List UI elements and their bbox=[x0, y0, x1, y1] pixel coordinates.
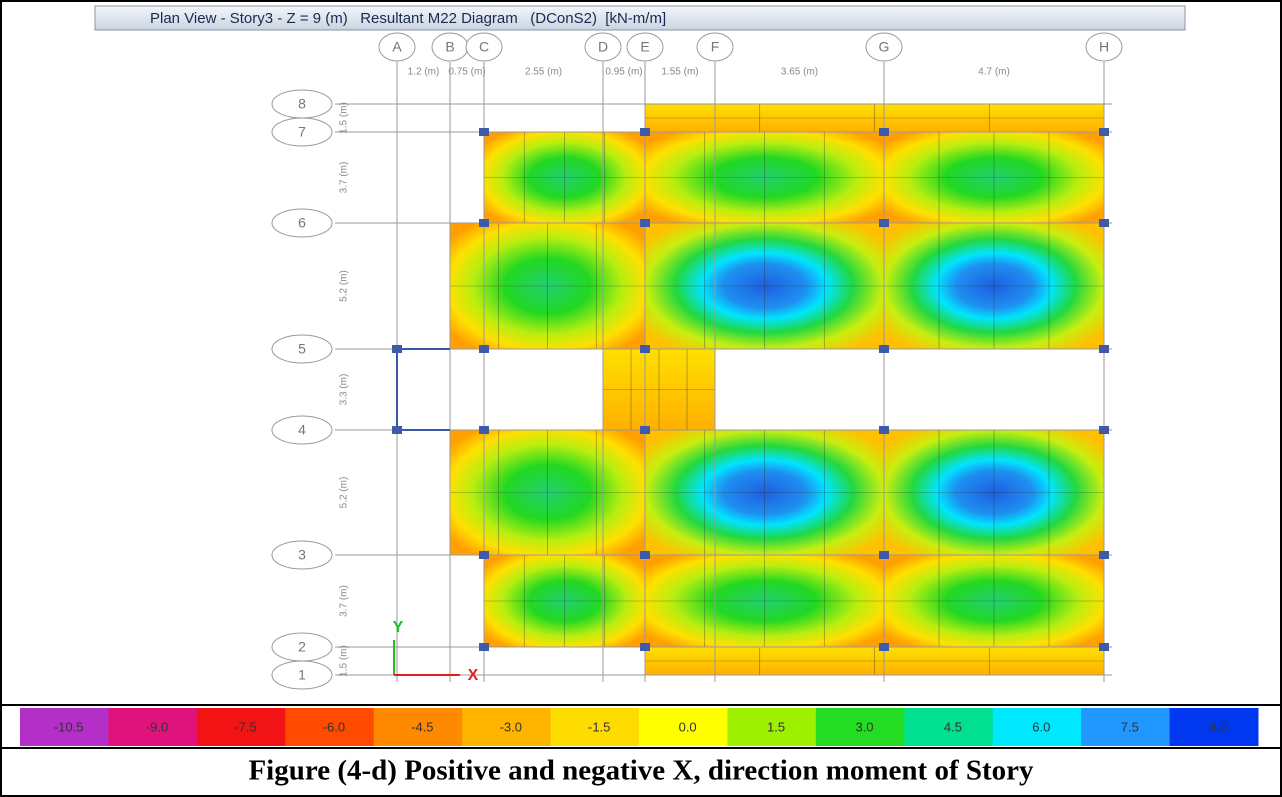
grid-label: F bbox=[711, 39, 720, 55]
column bbox=[479, 643, 489, 651]
legend-label: -6.0 bbox=[323, 719, 345, 734]
column bbox=[879, 219, 889, 227]
column bbox=[392, 426, 402, 434]
dimension-label: 5.2 (m) bbox=[339, 477, 350, 509]
legend-label: -7.5 bbox=[234, 719, 256, 734]
grid-label: 1 bbox=[298, 667, 306, 683]
legend-label: 0.0 bbox=[679, 719, 697, 734]
grid-label: 5 bbox=[298, 341, 306, 357]
grid-label: 7 bbox=[298, 124, 306, 140]
column bbox=[640, 426, 650, 434]
legend-label: 4.5 bbox=[944, 719, 962, 734]
dimension-label: 4.7 (m) bbox=[978, 67, 1010, 78]
grid-label: B bbox=[445, 39, 454, 55]
column bbox=[392, 345, 402, 353]
axis-label: Y bbox=[393, 619, 404, 636]
column bbox=[1099, 426, 1109, 434]
grid-label: G bbox=[879, 39, 890, 55]
figure: Plan View - Story3 - Z = 9 (m) Resultant… bbox=[0, 0, 1282, 797]
column bbox=[1099, 551, 1109, 559]
column bbox=[479, 219, 489, 227]
legend-label: -10.5 bbox=[54, 719, 84, 734]
dimension-label: 1.5 (m) bbox=[339, 645, 350, 677]
grid-label: D bbox=[598, 39, 608, 55]
legend-label: 9.0 bbox=[1209, 719, 1227, 734]
column bbox=[479, 551, 489, 559]
column bbox=[640, 345, 650, 353]
grid-label: 8 bbox=[298, 96, 306, 112]
column bbox=[640, 643, 650, 651]
grid-label: 6 bbox=[298, 215, 306, 231]
column bbox=[479, 426, 489, 434]
column bbox=[640, 551, 650, 559]
dimension-label: 3.65 (m) bbox=[781, 67, 818, 78]
grid-label: 2 bbox=[298, 639, 306, 655]
dimension-label: 5.2 (m) bbox=[339, 270, 350, 302]
dimension-label: 2.55 (m) bbox=[525, 67, 562, 78]
grid-label: C bbox=[479, 39, 489, 55]
legend-label: -9.0 bbox=[146, 719, 168, 734]
legend-label: 6.0 bbox=[1032, 719, 1050, 734]
window-title: Plan View - Story3 - Z = 9 (m) Resultant… bbox=[150, 10, 666, 27]
legend-label: -3.0 bbox=[500, 719, 522, 734]
dimension-label: 1.5 (m) bbox=[339, 102, 350, 134]
dimension-label: 0.75 (m) bbox=[448, 67, 485, 78]
column bbox=[1099, 345, 1109, 353]
dimension-label: 1.55 (m) bbox=[661, 67, 698, 78]
grid-label: H bbox=[1099, 39, 1109, 55]
grid-label: 4 bbox=[298, 422, 306, 438]
dimension-label: 3.7 (m) bbox=[339, 162, 350, 194]
caption: Figure (4-d) Positive and negative X, di… bbox=[248, 755, 1034, 787]
legend-label: 3.0 bbox=[855, 719, 873, 734]
column bbox=[879, 128, 889, 136]
column bbox=[879, 345, 889, 353]
plan-view: A B C D E F G H 8 7 6 5 4 3 2 1 1.2 (m) 0.75 (m) 2.55 (m) 0… bbox=[272, 33, 1122, 689]
column bbox=[1099, 219, 1109, 227]
legend-label: -1.5 bbox=[588, 719, 610, 734]
column bbox=[640, 219, 650, 227]
grid-label: A bbox=[392, 39, 402, 55]
dimension-label: 3.3 (m) bbox=[339, 374, 350, 406]
column bbox=[1099, 643, 1109, 651]
dimension-label: 1.2 (m) bbox=[408, 67, 440, 78]
legend-label: 7.5 bbox=[1121, 719, 1139, 734]
legend-label: -4.5 bbox=[411, 719, 433, 734]
column bbox=[879, 551, 889, 559]
column bbox=[640, 128, 650, 136]
column bbox=[1099, 128, 1109, 136]
column bbox=[479, 128, 489, 136]
legend: -10.5 -9.0 -7.5 -6.0 -4.5 -3.0 -1.5 0.0 1.5 3.0 4.… bbox=[20, 708, 1259, 746]
dimension-label: 0.95 (m) bbox=[605, 67, 642, 78]
grid-label: E bbox=[640, 39, 649, 55]
column bbox=[879, 426, 889, 434]
column bbox=[479, 345, 489, 353]
column bbox=[879, 643, 889, 651]
axis-label: X bbox=[468, 667, 479, 684]
grid-label: 3 bbox=[298, 547, 306, 563]
dimension-label: 3.7 (m) bbox=[339, 585, 350, 617]
legend-label: 1.5 bbox=[767, 719, 785, 734]
